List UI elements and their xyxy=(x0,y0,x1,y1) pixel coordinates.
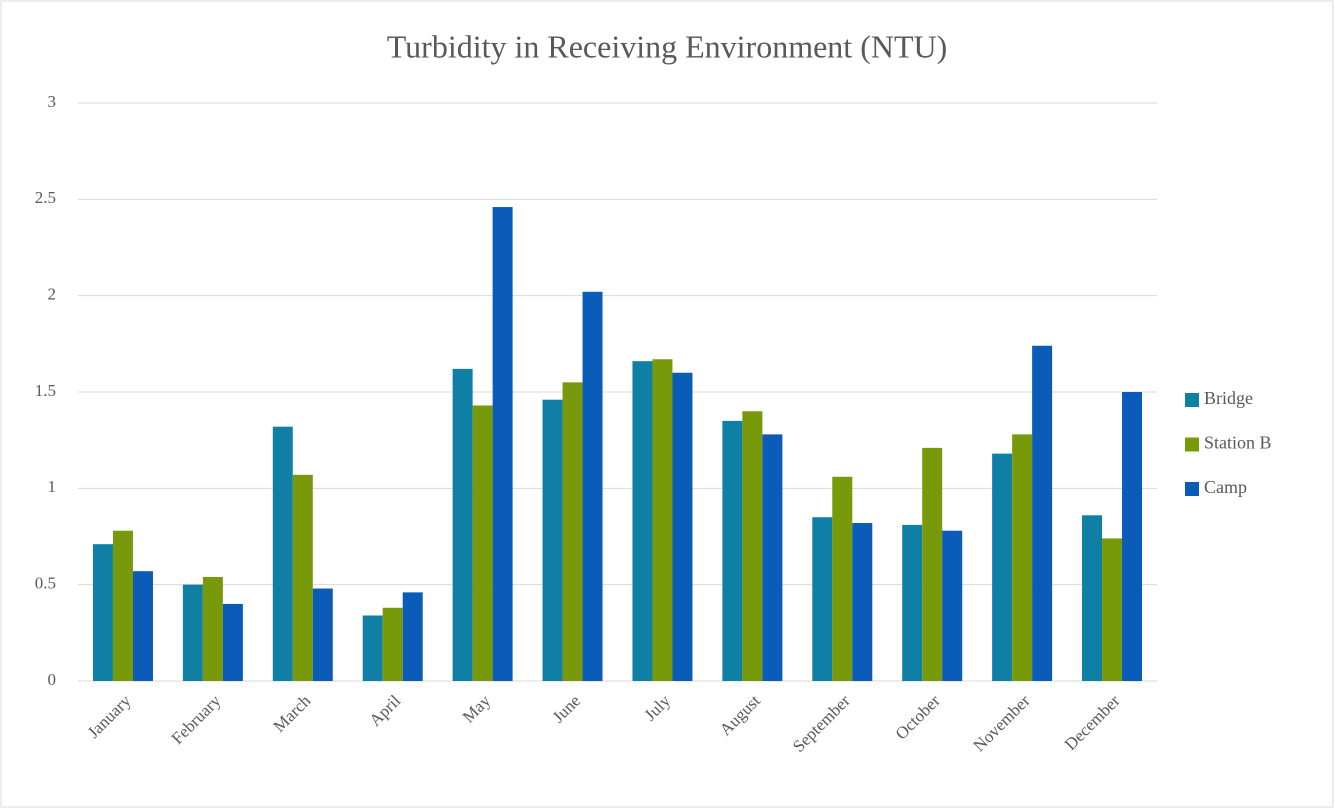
bar xyxy=(1102,538,1123,681)
bar xyxy=(382,607,403,681)
bar xyxy=(582,291,603,681)
y-tick-label: 1 xyxy=(48,477,57,496)
bar xyxy=(132,571,153,681)
bar xyxy=(542,399,563,681)
legend-swatch xyxy=(1185,393,1199,407)
bar xyxy=(562,382,583,681)
y-tick-label: 2 xyxy=(48,285,57,304)
bar xyxy=(1032,345,1053,681)
bar xyxy=(812,517,833,681)
legend-label: Camp xyxy=(1204,477,1247,497)
bar xyxy=(722,420,743,681)
bar xyxy=(272,426,293,681)
bar xyxy=(922,447,943,681)
bar xyxy=(832,476,853,681)
y-tick-label: 0.5 xyxy=(35,574,56,593)
bar xyxy=(762,434,783,681)
bar xyxy=(632,361,653,681)
bar xyxy=(1122,392,1143,681)
bar xyxy=(492,207,513,682)
bar xyxy=(312,588,333,681)
legend-label: Bridge xyxy=(1204,388,1253,408)
bar xyxy=(182,584,203,681)
legend-swatch xyxy=(1185,482,1199,496)
y-tick-label: 0 xyxy=(48,670,57,689)
bar xyxy=(902,524,923,681)
bar xyxy=(852,523,873,681)
y-tick-label: 1.5 xyxy=(35,381,56,400)
bar xyxy=(1012,434,1033,681)
bar xyxy=(222,603,243,681)
bar xyxy=(742,411,763,681)
legend-label: Station B xyxy=(1204,433,1272,453)
chart-title: Turbidity in Receiving Environment (NTU) xyxy=(387,28,948,64)
bar xyxy=(362,615,383,681)
bar xyxy=(672,372,693,681)
bar xyxy=(942,530,963,681)
bar xyxy=(112,530,133,681)
y-tick-label: 3 xyxy=(48,92,57,111)
bar xyxy=(992,453,1013,681)
bar xyxy=(402,592,423,681)
y-tick-label: 2.5 xyxy=(35,188,56,207)
bar xyxy=(202,576,223,681)
bar xyxy=(1082,515,1103,681)
bar xyxy=(452,368,473,681)
bar xyxy=(292,474,313,681)
bar xyxy=(92,544,113,681)
bar xyxy=(652,359,673,681)
legend-swatch xyxy=(1185,437,1199,452)
bar xyxy=(472,405,493,681)
